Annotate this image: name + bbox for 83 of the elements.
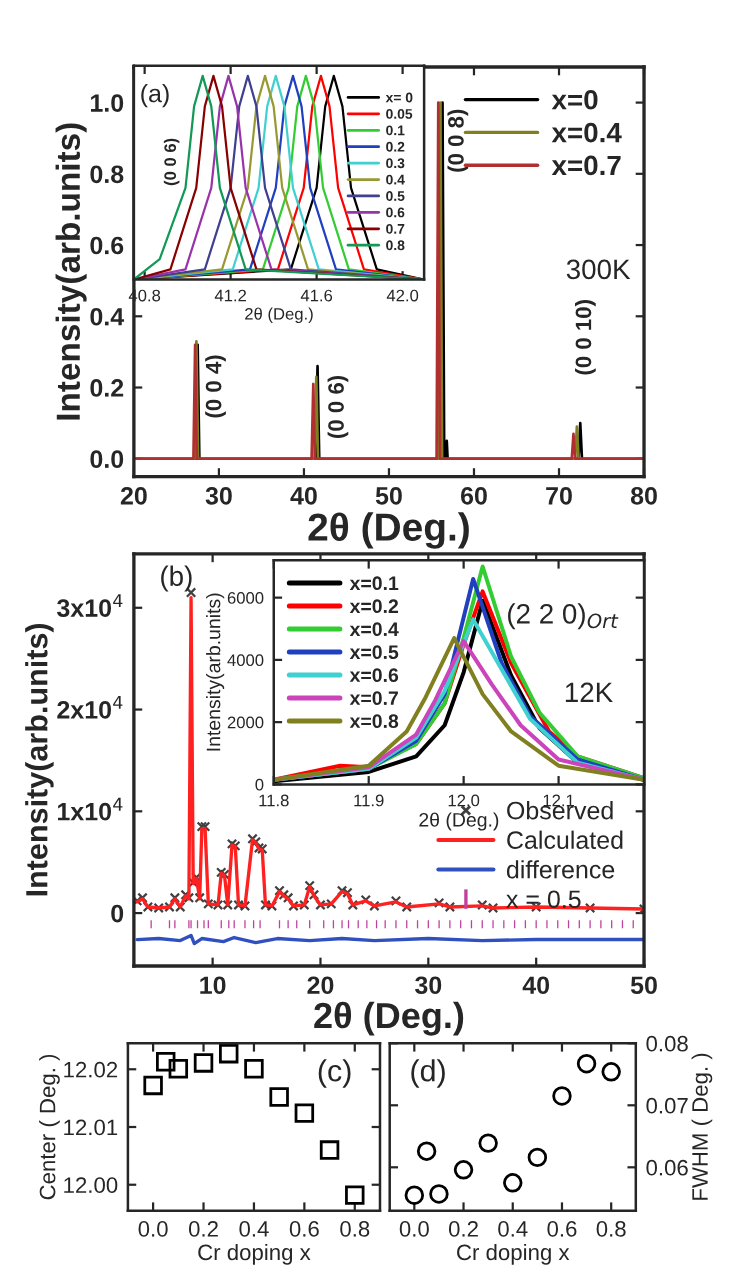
x-tick-label: 0.6 [289, 1221, 319, 1237]
x-tick-label: 30 [415, 976, 442, 995]
x-tick-label: 0.8 [340, 1221, 370, 1237]
y-axis-title: FWHM ( Deg. ) [691, 1053, 713, 1200]
x-axis-title: 2θ (Deg.) [314, 1001, 464, 1036]
annotation: (0 0 10) [575, 300, 596, 375]
legend-label: x=0.4 [349, 622, 399, 637]
x-tick-label: 0.6 [547, 1221, 577, 1237]
legend-label: x=0.7 [349, 691, 398, 706]
x-tick-label: 10 [200, 976, 226, 995]
annotation: (0 0 6) [327, 375, 349, 438]
x-tick-label: 41.6 [300, 289, 333, 302]
y-axis-title: Intensity(arb.units) [206, 593, 225, 751]
annotation: (c) [318, 1059, 351, 1088]
x-tick-label: 20 [307, 976, 334, 995]
annotation: (d) [411, 1059, 445, 1088]
y-tick-label: 0.4 [90, 307, 125, 326]
x-tick-label: 20 [120, 486, 147, 505]
x-axis-title: 2θ (Deg.) [419, 812, 499, 831]
y-tick-label: 0.07 [646, 1097, 688, 1114]
legend-label: x=0.4 [551, 122, 622, 143]
y-tick-label: 0.8 [90, 165, 124, 184]
y-tick-label: 0.6 [90, 236, 124, 255]
x-tick-label: 0.0 [138, 1221, 168, 1237]
x-tick-label: 42.0 [386, 289, 419, 302]
legend-label: Calculated [507, 830, 623, 849]
y-axis-title: Intensity(arb.units) [25, 623, 54, 896]
y-axis-title: Center ( Deg. ) [39, 1054, 60, 1200]
x-axis-title: Cr doping x [457, 1243, 570, 1265]
y-tick-label: 3x10$^{4}$ [56, 594, 123, 617]
y-tick-label: 6000 [227, 592, 264, 604]
x-tick-label: 11.9 [354, 794, 384, 807]
y-tick-label: 0 [255, 778, 264, 791]
annotation: (b) [161, 565, 192, 592]
annotation: (a) [141, 83, 169, 108]
y-axis-title: Intensity(arb.units) [55, 123, 87, 420]
x-tick-label: 41.2 [214, 289, 247, 302]
x-tick-label: 0.2 [448, 1221, 478, 1237]
legend-label: x=0.2 [349, 599, 399, 614]
annotation: (0 0 6) [163, 138, 180, 186]
y-tick-label: 1.0 [90, 94, 124, 112]
annotation: (0 0 4) [205, 355, 226, 418]
annotation: 12K [565, 682, 613, 702]
y-tick-label: 0.08 [646, 1035, 688, 1052]
legend-label: x=0 [551, 89, 598, 110]
y-tick-label: 0 [111, 904, 124, 923]
legend-label: x=0.6 [349, 668, 399, 683]
x-tick-label: 30 [205, 486, 232, 505]
x-tick-label: 11.8 [259, 794, 289, 807]
annotation: (0 0 8) [447, 109, 469, 172]
y-tick-label: 4000 [227, 654, 264, 667]
x-axis-title: 2θ (Deg.) [245, 307, 313, 324]
y-tick-label: 2000 [227, 716, 264, 729]
x-tick-label: 0.0 [399, 1221, 429, 1237]
y-tick-label: 12.00 [64, 1177, 118, 1194]
legend-label: x=0.1 [349, 576, 399, 591]
x-tick-label: 50 [375, 486, 402, 505]
y-tick-label: 12.02 [64, 1061, 118, 1078]
annotation: (2 2 0)$_{Ort}$ [508, 603, 619, 630]
legend-label: x=0.8 [349, 714, 399, 729]
x-tick-label: 0.2 [188, 1221, 218, 1237]
x-tick-label: 0.8 [596, 1221, 626, 1237]
x-tick-label: 12.0 [448, 794, 480, 807]
x-tick-label: 0.4 [498, 1221, 528, 1237]
x-tick-label: 40 [290, 486, 317, 505]
x-axis-title: Cr doping x [198, 1243, 311, 1265]
annotation: 300K [566, 259, 631, 280]
x-tick-label: 60 [460, 486, 487, 505]
x-tick-label: 40 [522, 976, 550, 995]
y-tick-label: 0.06 [646, 1159, 688, 1176]
legend-label: difference [506, 860, 615, 879]
y-tick-label: 0.0 [90, 450, 124, 469]
y-tick-label: 1x10$^{4}$ [57, 797, 123, 821]
legend-label: x = 0.5 [506, 890, 581, 909]
x-tick-label: 80 [630, 486, 657, 505]
y-tick-label: 12.01 [64, 1119, 118, 1136]
legend-label: x=0.5 [349, 645, 399, 660]
y-tick-label: 0.2 [90, 379, 124, 397]
x-tick-label: 70 [546, 486, 572, 505]
x-tick-label: 50 [630, 976, 657, 995]
y-tick-label: 2x10$^{4}$ [57, 696, 123, 719]
x-axis-title: 2θ (Deg.) [308, 512, 469, 549]
legend-label: x=0.7 [551, 155, 621, 176]
